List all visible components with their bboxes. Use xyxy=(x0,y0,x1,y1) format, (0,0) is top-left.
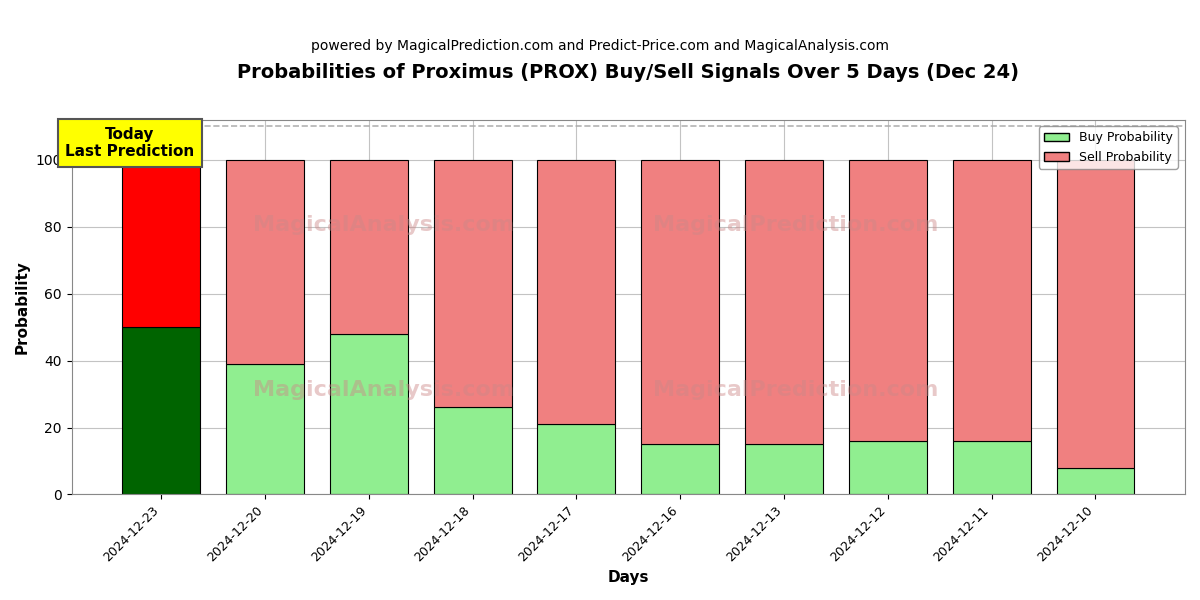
Bar xyxy=(953,160,1031,441)
Bar xyxy=(330,334,408,494)
Bar xyxy=(1056,467,1134,494)
Text: MagicalPrediction.com: MagicalPrediction.com xyxy=(653,215,938,235)
Text: MagicalAnalysis.com: MagicalAnalysis.com xyxy=(253,380,514,400)
Text: MagicalAnalysis.com: MagicalAnalysis.com xyxy=(253,215,514,235)
Bar xyxy=(433,160,511,407)
Text: powered by MagicalPrediction.com and Predict-Price.com and MagicalAnalysis.com: powered by MagicalPrediction.com and Pre… xyxy=(311,39,889,53)
Bar xyxy=(226,364,304,494)
Bar xyxy=(538,424,616,494)
Bar xyxy=(953,441,1031,494)
Y-axis label: Probability: Probability xyxy=(16,260,30,354)
Bar xyxy=(122,160,200,327)
Bar xyxy=(226,160,304,364)
Bar xyxy=(848,441,926,494)
Bar xyxy=(433,407,511,494)
Bar xyxy=(538,160,616,424)
Bar xyxy=(745,160,823,444)
Legend: Buy Probability, Sell Probability: Buy Probability, Sell Probability xyxy=(1039,126,1177,169)
Bar xyxy=(330,160,408,334)
Bar xyxy=(641,160,719,444)
Text: Today
Last Prediction: Today Last Prediction xyxy=(66,127,194,159)
Title: Probabilities of Proximus (PROX) Buy/Sell Signals Over 5 Days (Dec 24): Probabilities of Proximus (PROX) Buy/Sel… xyxy=(238,63,1019,82)
X-axis label: Days: Days xyxy=(607,570,649,585)
Bar xyxy=(745,444,823,494)
Bar xyxy=(848,160,926,441)
Text: MagicalPrediction.com: MagicalPrediction.com xyxy=(653,380,938,400)
Bar xyxy=(1056,160,1134,467)
Bar xyxy=(641,444,719,494)
Bar xyxy=(122,327,200,494)
